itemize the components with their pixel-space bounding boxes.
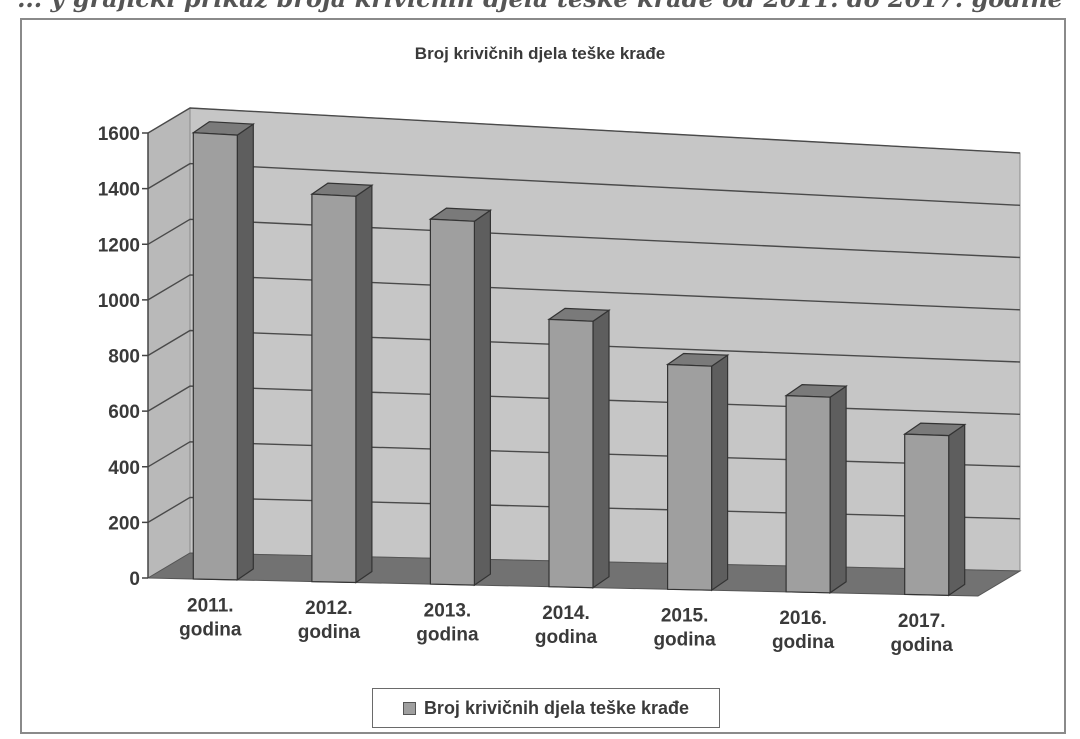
legend: Broj krivičnih djela teške krađe [372,688,720,728]
bar-side [948,423,966,597]
bar-side [236,122,254,582]
bar [902,422,967,597]
y-axis: 0 200 400 600 800 1000 1200 1400 1600 [98,124,149,590]
gridline [147,441,1021,468]
y-tick-label: 1600 [98,124,140,145]
x-tick-label: 2013. godina [416,601,479,646]
bar [428,207,493,587]
bar [784,383,848,594]
legend-swatch [402,701,416,715]
bar [191,121,256,582]
bar-front [666,363,713,591]
bar-side [829,385,847,594]
bar-side [355,184,373,584]
x-tick-label: 2017. godina [891,611,954,656]
bar-side [473,209,491,587]
gridline [147,162,1021,206]
gridlines [147,107,1021,524]
y-tick-label: 1200 [98,235,140,256]
bar-front [192,132,238,581]
gridline [147,496,1021,524]
gridline [147,329,1021,363]
x-tick-label: 2011. godina [179,595,242,640]
y-tick-label: 1000 [98,291,140,312]
x-tick-label: 2016. godina [772,608,835,653]
bar-side [592,309,610,589]
gridline [147,274,1021,311]
bar [547,307,611,589]
bar-front [311,193,357,584]
bar-side [710,354,729,592]
gridline [147,107,1021,154]
chart-title: Broj krivičnih djela teške krađe [414,44,666,63]
x-tick-label: 2014. godina [535,603,598,648]
gridline [147,385,1021,415]
x-tick-labels: 2011. godina 2012. godina 2013. godina 2014. go… [179,595,953,655]
x-tick-label: 2015. godina [653,606,716,651]
y-tick-label: 1400 [98,180,140,201]
legend-label: Broj krivičnih djela teške krađe [423,697,690,718]
bar-front [548,318,594,589]
bar-front [785,394,831,594]
y-tick-label: 600 [108,402,140,423]
figure-caption: ... y grafički prikaz broja krivičnih dj… [0,0,1080,13]
bar [665,352,730,592]
bar-front [429,218,475,586]
bar [310,182,374,584]
y-tick-label: 400 [108,458,140,479]
gridline [147,218,1021,259]
chart-frame [20,18,1066,734]
y-tick-label: 800 [108,347,140,368]
bar-front [904,433,950,597]
y-tick-label: 200 [108,513,140,534]
x-tick-label: 2012. godina [298,598,361,643]
bars [191,121,967,597]
y-tick-label: 0 [129,569,140,590]
